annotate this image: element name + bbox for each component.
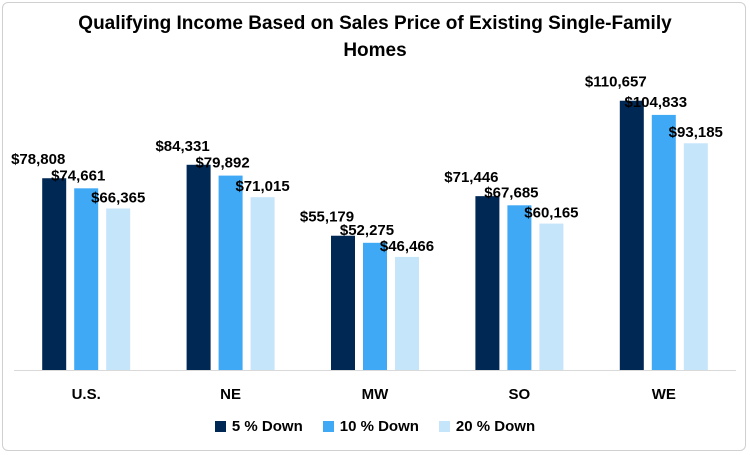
data-label-mw-series-2: $46,466 [380,238,434,255]
chart-title: Qualifying Income Based on Sales Price o… [0,10,750,64]
data-label-ne-series-2: $71,015 [235,178,289,195]
bar-mw-series-1 [363,242,387,370]
data-label-us-series-1: $74,661 [51,167,105,184]
legend-swatch-10-down [322,421,334,432]
category-label-us: U.S. [72,386,101,403]
data-label-we-series-2: $93,185 [669,124,723,141]
category-label-mw: MW [362,386,389,403]
bar-mw-series-0 [331,235,355,370]
legend-swatch-5-down [214,421,226,432]
legend-label-5-down: 5 % Down [231,418,303,435]
bar-so-series-2 [539,223,564,370]
chart-title-line-1: Qualifying Income Based on Sales Price o… [78,13,672,34]
data-label-so-series-1: $67,685 [484,184,538,201]
legend-item-10-down: 10 % Down [322,418,419,435]
legend-swatch-20-down [438,421,450,432]
chart-title-line-2: Homes [343,40,407,61]
bar-ne-series-1 [218,175,243,370]
bar-us-series-2 [106,208,131,370]
data-label-so-series-0: $71,446 [444,169,498,186]
legend-item-20-down: 20 % Down [438,418,536,435]
legend-item-5-down: 5 % Down [214,418,303,435]
bar-so-series-1 [507,205,532,370]
data-label-so-series-2: $60,165 [524,205,578,222]
data-label-ne-series-0: $84,331 [155,138,209,155]
data-label-we-series-1: $104,833 [625,94,688,111]
category-label-so: SO [509,386,531,403]
bar-we-series-0 [619,100,644,371]
data-label-we-series-0: $110,657 [585,74,647,91]
legend: 5 % Down 10 % Down 20 % Down [0,418,750,435]
legend-label-10-down: 10 % Down [339,418,419,435]
bar-us-series-0 [42,178,67,370]
bar-mw-series-2 [395,256,419,370]
category-label-we: WE [652,386,676,403]
bar-ne-series-2 [250,197,275,370]
category-label-ne: NE [220,386,241,403]
bar-us-series-1 [74,188,99,370]
data-label-mw-series-0: $55,179 [300,209,354,226]
bar-so-series-0 [475,196,500,370]
bar-we-series-2 [683,143,708,370]
data-label-mw-series-1: $52,275 [340,222,394,239]
bar-ne-series-0 [186,164,211,370]
data-label-us-series-0: $78,808 [11,151,65,168]
data-label-ne-series-1: $79,892 [195,155,249,172]
legend-label-20-down: 20 % Down [455,418,536,435]
bar-we-series-1 [651,114,676,370]
data-label-us-series-2: $66,365 [91,190,145,207]
